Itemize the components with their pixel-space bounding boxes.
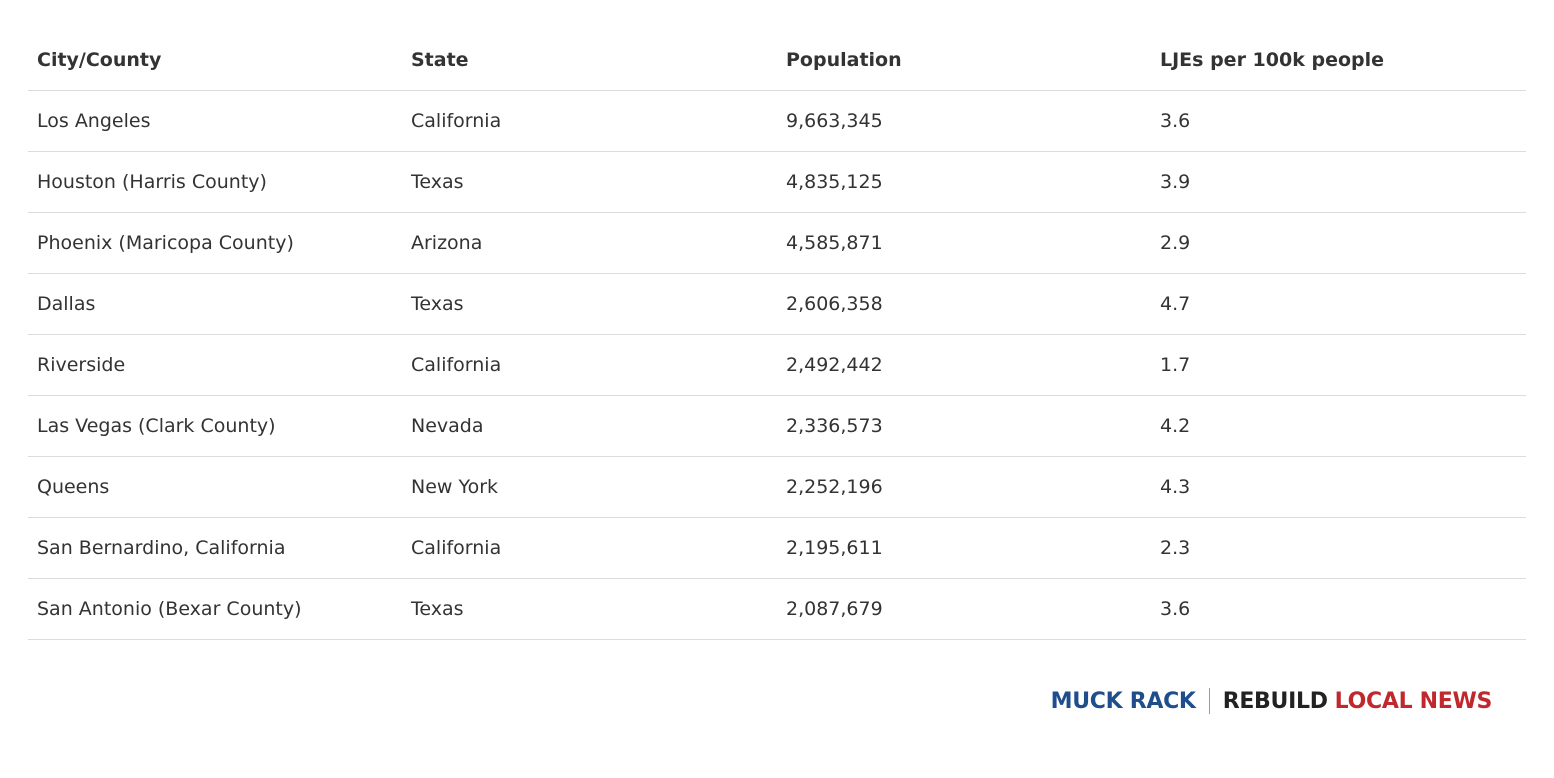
data-table: City/County State Population LJEs per 10… [28,30,1526,640]
table-row: Dallas Texas 2,606,358 4.7 [28,273,1526,335]
cell-population: 2,492,442 [777,334,1151,396]
muck-rack-logo: MUCK RACK [1050,688,1196,714]
cell-state: Nevada [402,395,777,457]
cell-state: Arizona [402,212,777,274]
cell-population: 4,835,125 [777,151,1151,213]
cell-city-county: San Bernardino, California [28,517,402,579]
cell-city-county: San Antonio (Bexar County) [28,578,402,640]
column-header-ljes-per-100k: LJEs per 100k people [1151,30,1526,91]
cell-state: California [402,517,777,579]
logo-bar: MUCK RACK REBUILD LOCAL NEWS [1051,688,1492,714]
cell-ljes-per-100k: 3.6 [1151,578,1526,640]
cell-state: Texas [402,151,777,213]
cell-state: New York [402,456,777,518]
logo-divider [1208,688,1210,714]
cell-ljes-per-100k: 3.9 [1151,151,1526,213]
cell-ljes-per-100k: 4.3 [1151,456,1526,518]
cell-ljes-per-100k: 4.7 [1151,273,1526,335]
table-row: Riverside California 2,492,442 1.7 [28,334,1526,396]
table-row: Los Angeles California 9,663,345 3.6 [28,90,1526,152]
cell-city-county: Las Vegas (Clark County) [28,395,402,457]
cell-population: 2,336,573 [777,395,1151,457]
cell-population: 2,195,611 [777,517,1151,579]
rebuild-logo-text: REBUILD [1222,688,1328,714]
cell-city-county: Riverside [28,334,402,396]
local-news-logo-text: LOCAL NEWS [1334,688,1493,714]
cell-state: Texas [402,273,777,335]
cell-ljes-per-100k: 3.6 [1151,90,1526,152]
cell-ljes-per-100k: 1.7 [1151,334,1526,396]
table-row: Las Vegas (Clark County) Nevada 2,336,57… [28,395,1526,457]
cell-state: California [402,90,777,152]
cell-population: 4,585,871 [777,212,1151,274]
cell-city-county: Los Angeles [28,90,402,152]
table-row: Houston (Harris County) Texas 4,835,125 … [28,151,1526,213]
cell-city-county: Phoenix (Maricopa County) [28,212,402,274]
cell-state: California [402,334,777,396]
cell-population: 2,252,196 [777,456,1151,518]
table-header-row: City/County State Population LJEs per 10… [28,30,1526,91]
cell-ljes-per-100k: 2.9 [1151,212,1526,274]
cell-population: 2,087,679 [777,578,1151,640]
cell-ljes-per-100k: 4.2 [1151,395,1526,457]
data-table-container: City/County State Population LJEs per 10… [28,30,1526,640]
table-row: San Antonio (Bexar County) Texas 2,087,6… [28,578,1526,640]
cell-population: 2,606,358 [777,273,1151,335]
column-header-state: State [402,30,777,91]
cell-state: Texas [402,578,777,640]
cell-city-county: Queens [28,456,402,518]
column-header-city-county: City/County [28,30,402,91]
cell-population: 9,663,345 [777,90,1151,152]
cell-ljes-per-100k: 2.3 [1151,517,1526,579]
table-row: San Bernardino, California California 2,… [28,517,1526,579]
table-row: Phoenix (Maricopa County) Arizona 4,585,… [28,212,1526,274]
table-row: Queens New York 2,252,196 4.3 [28,456,1526,518]
column-header-population: Population [777,30,1151,91]
cell-city-county: Houston (Harris County) [28,151,402,213]
cell-city-county: Dallas [28,273,402,335]
